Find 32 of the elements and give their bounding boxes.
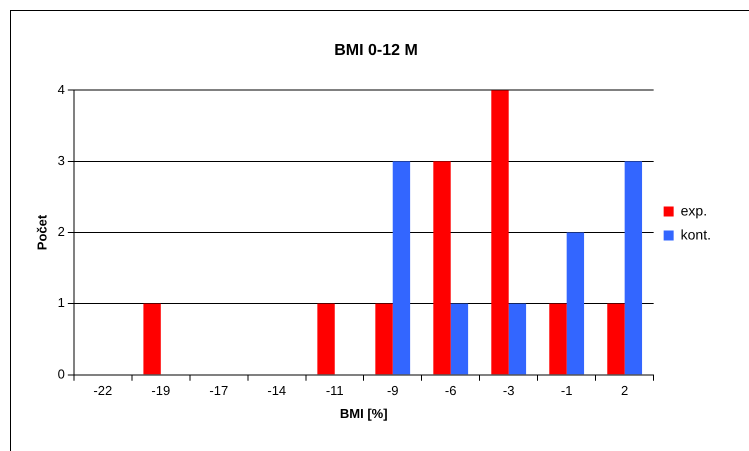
bar (624, 161, 642, 374)
y-tick-label: 4 (58, 82, 65, 97)
x-tick-label: -17 (209, 383, 228, 398)
y-axis-title: Počet (34, 214, 50, 250)
x-tick-label: -19 (151, 383, 170, 398)
bar (549, 304, 567, 374)
x-tick-label: -11 (326, 383, 344, 398)
x-axis-title: BMI [%] (340, 406, 388, 421)
y-tick-label: 0 (58, 366, 65, 382)
bar (566, 232, 584, 374)
bar (375, 304, 393, 374)
bar (317, 304, 335, 374)
y-tick-label: 2 (58, 224, 65, 240)
y-tick-label: 1 (58, 295, 65, 310)
bar (491, 90, 509, 374)
bar (607, 304, 625, 374)
chart-title: BMI 0-12 M (334, 42, 418, 60)
x-tick-label: -14 (267, 383, 286, 398)
x-tick-label: -22 (93, 383, 112, 398)
x-tick-label: -6 (444, 383, 456, 398)
x-tick-label: -3 (502, 383, 514, 398)
x-tick-label: -9 (386, 383, 399, 398)
legend-label: kont. (680, 226, 712, 242)
y-tick-label: 3 (58, 152, 65, 168)
bar (392, 161, 410, 374)
bar (143, 304, 161, 374)
bar (433, 161, 451, 374)
legend-label: exp. (680, 202, 708, 218)
x-tick-label: -1 (560, 383, 572, 398)
bar (508, 304, 526, 374)
bar (450, 304, 468, 374)
x-tick-label: 2 (621, 383, 628, 398)
